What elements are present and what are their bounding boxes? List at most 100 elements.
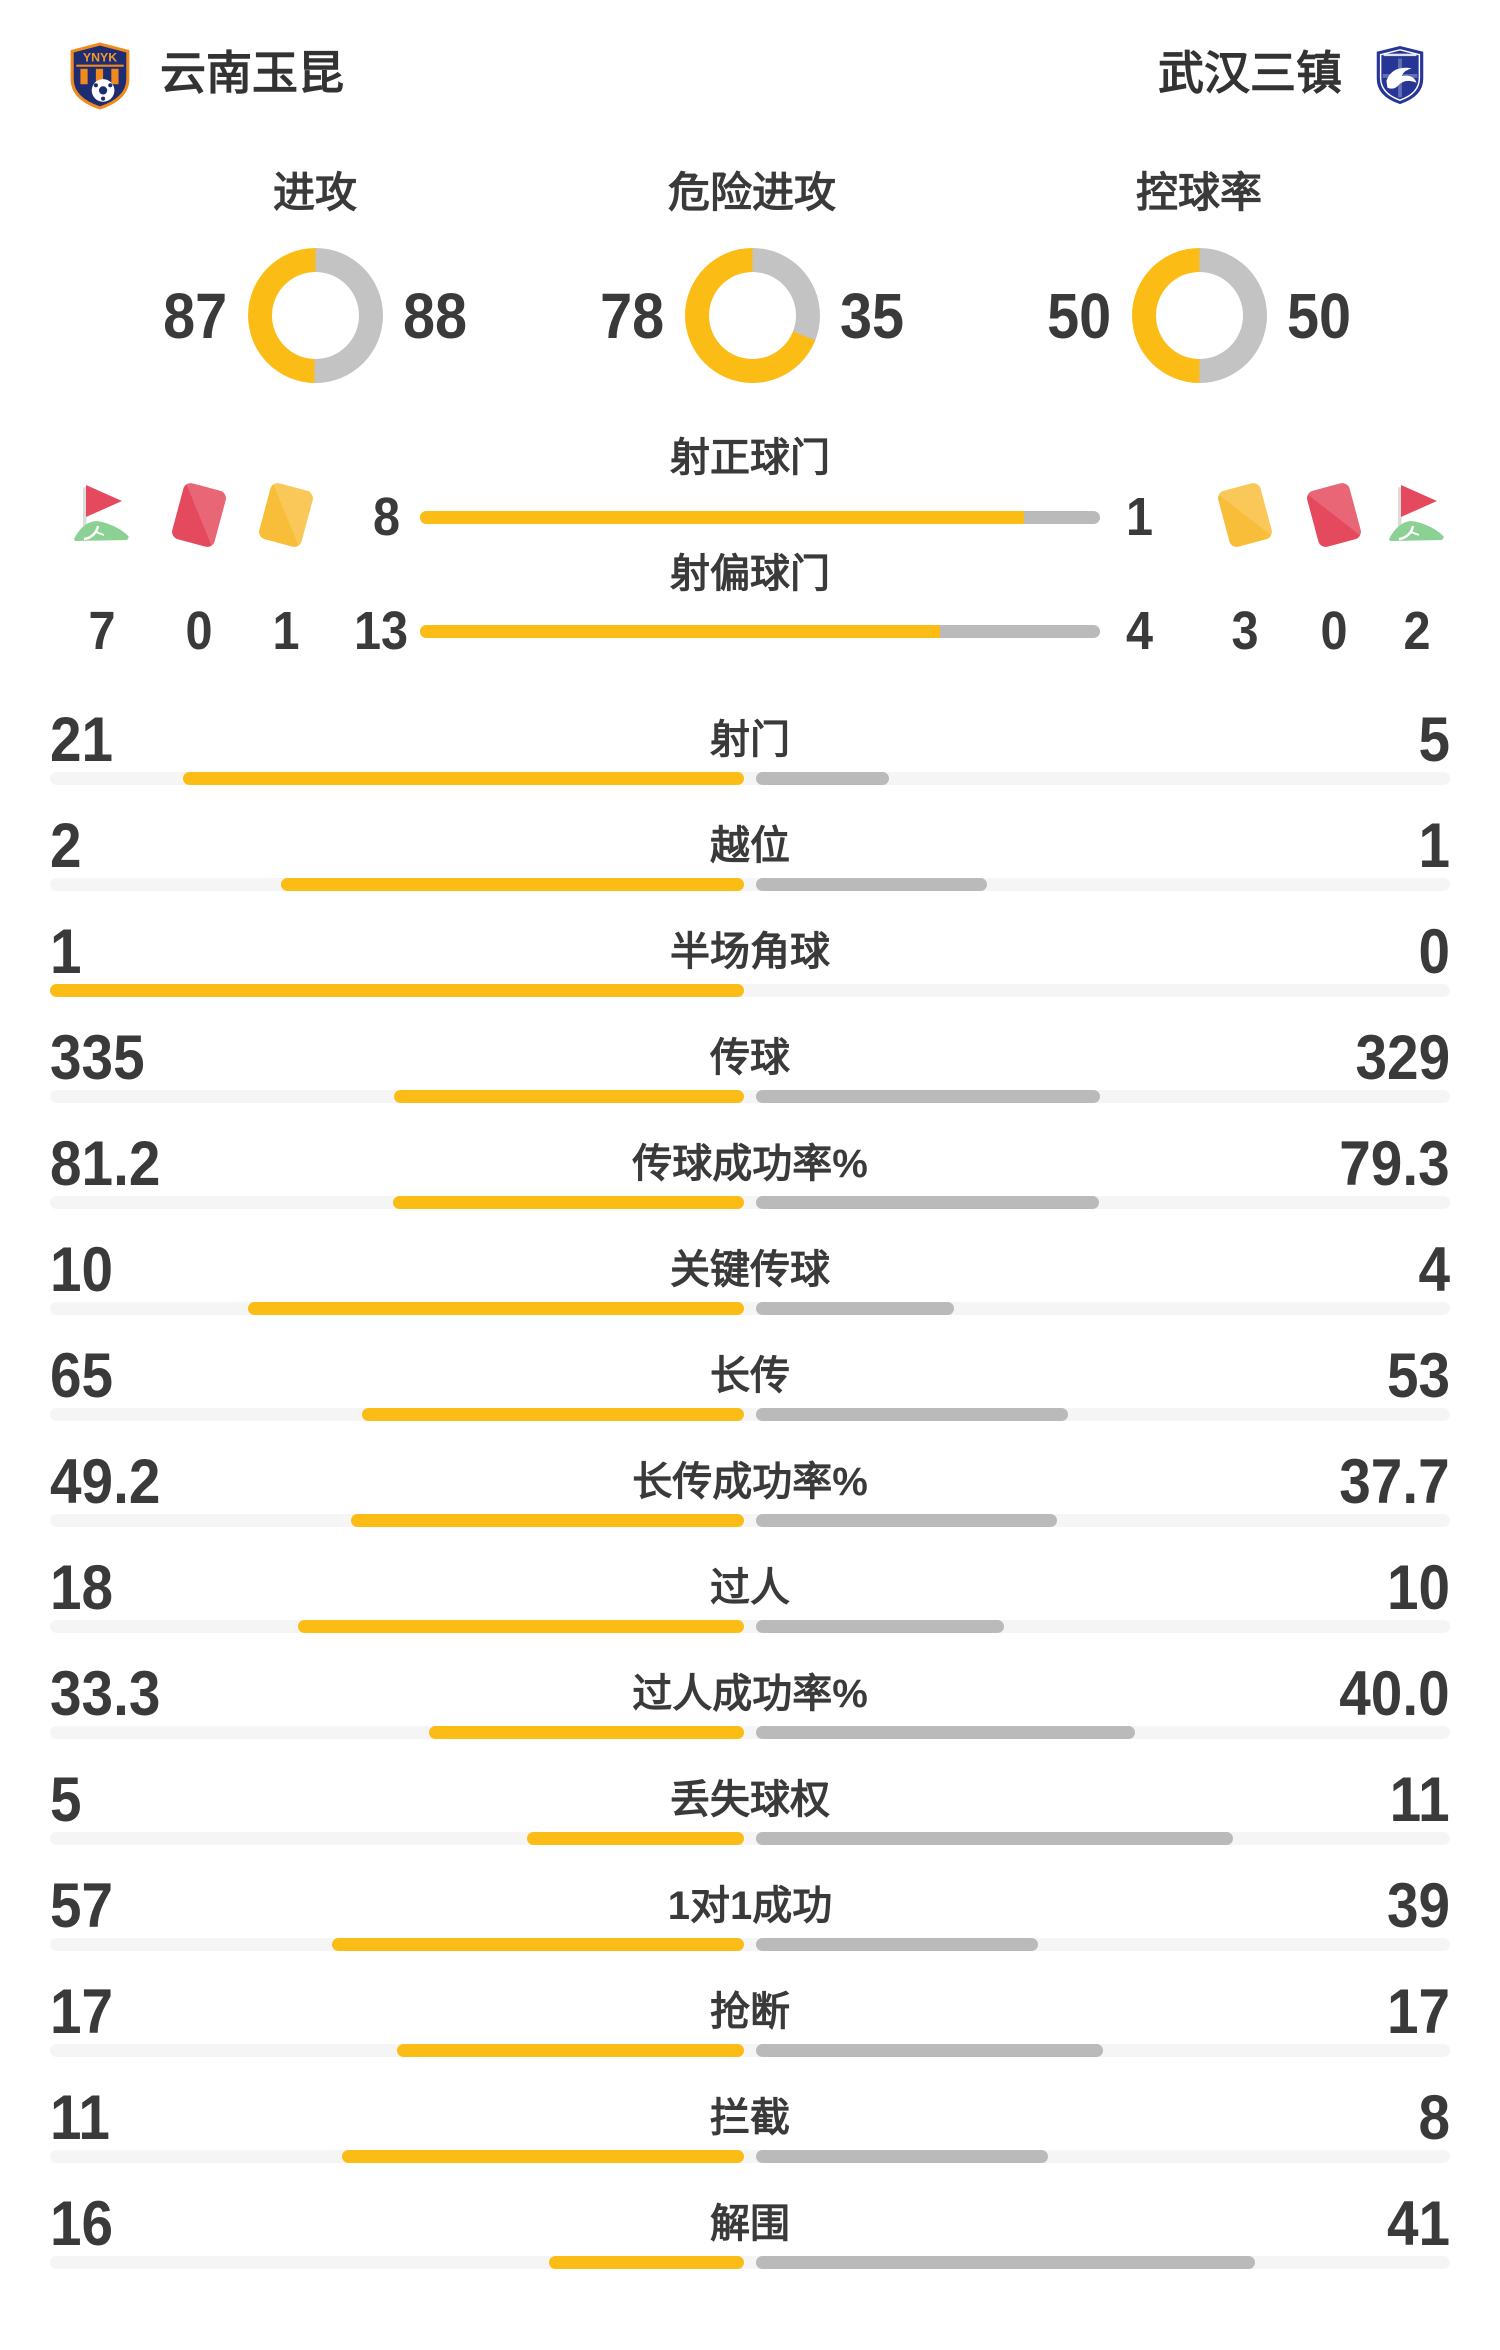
donut-group-dangerous-attack: 危险进攻 78 35 (532, 168, 972, 383)
stat-away-value: 1 (1418, 811, 1450, 881)
stat-bar-away (756, 1514, 1057, 1527)
stat-label: 丢失球权 (670, 1778, 830, 1822)
stat-bar-track (50, 1302, 1450, 1315)
donut-label: 危险进攻 (667, 169, 836, 216)
stat-bar-away (756, 1938, 1038, 1951)
away-yellow-cards-count: 3 (1231, 601, 1259, 661)
attack-donut-chart (247, 248, 383, 383)
stat-bar-track (50, 1938, 1450, 1951)
stat-row: 21 射门 5 (0, 698, 1500, 804)
stat-bar-away (756, 1408, 1068, 1421)
stat-home-value: 65 (50, 1341, 114, 1411)
stat-bar-home (332, 1938, 744, 1951)
home-team-name: 云南玉昆 (160, 47, 344, 99)
stat-home-value: 81.2 (50, 1129, 161, 1199)
stat-bar-track (50, 2256, 1450, 2269)
stat-label: 传球 (710, 1036, 790, 1080)
stat-home-value: 18 (50, 1553, 114, 1623)
stat-bar-home (527, 1832, 744, 1845)
donut-label: 进攻 (272, 169, 357, 216)
stat-bar-away (756, 878, 987, 891)
shots-off-target-bar (420, 625, 1100, 638)
stat-bar-track (50, 772, 1450, 785)
donut-home-value: 50 (1047, 279, 1112, 352)
stat-away-value: 17 (1386, 1977, 1450, 2047)
stat-home-value: 21 (50, 705, 114, 775)
home-red-cards-count: 0 (185, 601, 213, 661)
stat-label: 长传 (710, 1354, 790, 1398)
stat-label: 射门 (710, 718, 790, 762)
shots-off-target-bar-home (420, 625, 940, 638)
stat-away-value: 37.7 (1339, 1447, 1450, 1517)
stat-away-value: 53 (1386, 1341, 1450, 1411)
stat-bar-home (429, 1726, 744, 1739)
stat-away-value: 41 (1386, 2189, 1450, 2259)
stat-row: 81.2 传球成功率% 79.3 (0, 1122, 1500, 1228)
stat-bar-away (756, 2150, 1048, 2163)
home-yellow-cards-count: 1 (272, 601, 300, 661)
stat-row: 11 拦截 8 (0, 2076, 1500, 2182)
stat-home-value: 49.2 (50, 1447, 161, 1517)
stat-home-value: 1 (50, 917, 82, 987)
stat-bar-home (397, 2044, 744, 2057)
stat-bar-track (50, 878, 1450, 891)
stat-bar-away (756, 1302, 954, 1315)
stat-away-value: 10 (1386, 1553, 1450, 1623)
stat-bar-track (50, 1620, 1450, 1633)
stat-bar-home (298, 1620, 744, 1633)
stat-label: 过人 (710, 1566, 790, 1610)
stat-row: 33.3 过人成功率% 40.0 (0, 1652, 1500, 1758)
stat-away-value: 5 (1418, 705, 1450, 775)
away-team-name: 武汉三镇 (1158, 47, 1342, 99)
stat-bar-home (393, 1196, 744, 1209)
stat-row: 49.2 长传成功率% 37.7 (0, 1440, 1500, 1546)
dangerous-attack-donut-chart (684, 248, 820, 383)
stat-home-value: 10 (50, 1235, 114, 1305)
stat-label: 拦截 (710, 2096, 790, 2140)
stat-label: 过人成功率% (632, 1672, 868, 1716)
stat-row: 335 传球 329 (0, 1016, 1500, 1122)
stat-row: 5 丢失球权 11 (0, 1758, 1500, 1864)
shots-on-target-bar-home (420, 511, 1025, 524)
stat-bar-home (248, 1302, 744, 1315)
stat-away-value: 11 (1390, 1765, 1450, 1835)
donut-home-value: 78 (600, 279, 665, 352)
stat-away-value: 8 (1418, 2083, 1450, 2153)
stat-away-value: 4 (1418, 1235, 1450, 1305)
stat-bar-away (756, 2044, 1103, 2057)
corner-flag-icon (74, 485, 129, 541)
stat-bar-away (756, 1726, 1135, 1739)
stat-bar-away (756, 1196, 1099, 1209)
stat-label: 解围 (710, 2202, 790, 2246)
stat-home-value: 33.3 (50, 1659, 161, 1729)
stat-row: 1 半场角球 0 (0, 910, 1500, 1016)
stat-away-value: 39 (1386, 1871, 1450, 1941)
shots-off-target-home-value: 13 (353, 601, 408, 661)
stat-home-value: 335 (50, 1023, 145, 1093)
stat-bar-home (281, 878, 744, 891)
stat-bar-track (50, 1090, 1450, 1103)
donut-home-value: 87 (163, 279, 228, 352)
stat-home-value: 2 (50, 811, 82, 881)
stat-label: 越位 (710, 824, 790, 868)
home-corners-count: 7 (88, 601, 116, 661)
shots-on-target-home-value: 8 (372, 487, 400, 547)
shots-on-target-away-value: 1 (1126, 487, 1154, 547)
stat-away-value: 329 (1355, 1023, 1450, 1093)
stat-bar-track (50, 2044, 1450, 2057)
stat-row: 65 长传 53 (0, 1334, 1500, 1440)
stat-bar-home (394, 1090, 744, 1103)
corner-flag-icon (1389, 485, 1444, 541)
stat-bar-home (549, 2256, 744, 2269)
stat-home-value: 11 (50, 2083, 110, 2153)
stat-bar-home (351, 1514, 744, 1527)
stat-row: 17 抢断 17 (0, 1970, 1500, 2076)
svg-text:YNYK: YNYK (83, 51, 117, 65)
stat-label: 抢断 (710, 1990, 790, 2034)
stat-row: 18 过人 10 (0, 1546, 1500, 1652)
stat-bar-away (756, 772, 889, 785)
possession-donut-chart (1131, 248, 1267, 383)
donut-group-attack: 进攻 87 88 (95, 168, 535, 383)
